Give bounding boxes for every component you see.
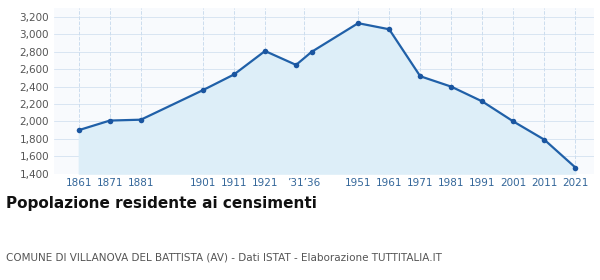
Point	[307, 50, 316, 54]
Point	[446, 84, 456, 89]
Point	[478, 99, 487, 104]
Point	[229, 72, 239, 77]
Text: Popolazione residente ai censimenti: Popolazione residente ai censimenti	[6, 196, 317, 211]
Point	[353, 21, 363, 25]
Point	[74, 128, 83, 132]
Point	[291, 63, 301, 67]
Text: COMUNE DI VILLANOVA DEL BATTISTA (AV) - Dati ISTAT - Elaborazione TUTTITALIA.IT: COMUNE DI VILLANOVA DEL BATTISTA (AV) - …	[6, 252, 442, 262]
Point	[385, 27, 394, 32]
Point	[105, 118, 115, 123]
Point	[539, 137, 549, 142]
Point	[571, 165, 580, 170]
Point	[198, 88, 208, 92]
Point	[136, 117, 146, 122]
Point	[415, 74, 425, 78]
Point	[260, 49, 270, 53]
Point	[509, 119, 518, 124]
